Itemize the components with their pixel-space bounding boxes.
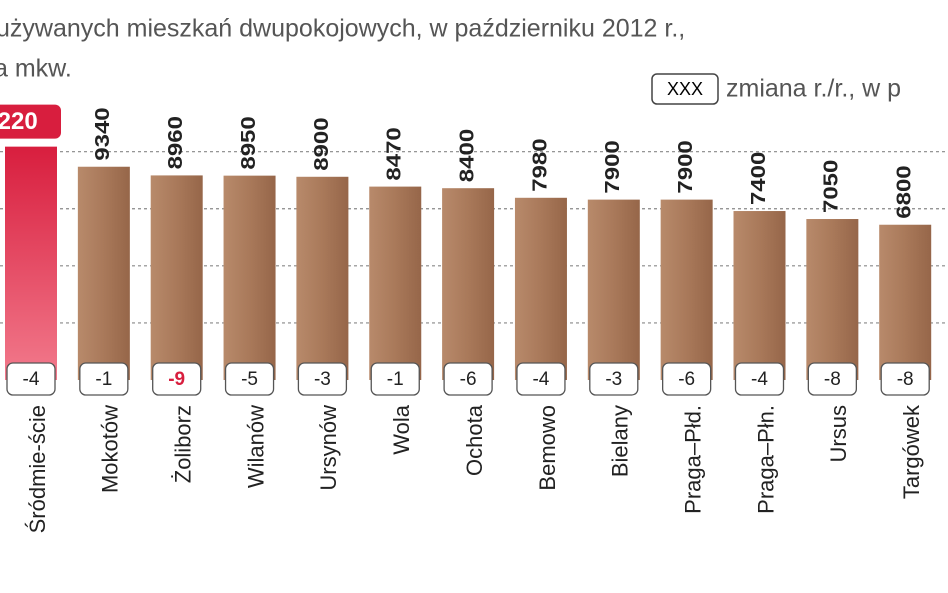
- change-label: -3: [314, 369, 331, 390]
- value-label: 7900: [601, 140, 624, 193]
- value-label: 8400: [455, 129, 478, 182]
- value-label: 8470: [382, 127, 405, 180]
- legend-label: zmiana r./r., w p: [726, 75, 901, 103]
- bar: [223, 175, 276, 380]
- legend-box: [651, 73, 719, 105]
- x-tick-label: Wilanów: [243, 405, 268, 488]
- change-box: [224, 362, 275, 396]
- change-box: [589, 362, 639, 396]
- change-label: -6: [460, 369, 477, 390]
- x-tick-label: Praga–Płn.: [753, 405, 778, 514]
- change-label: -4: [751, 369, 768, 390]
- x-tick-label: Żoliborz: [171, 405, 196, 483]
- change-box: [734, 362, 785, 396]
- change-label: -8: [824, 369, 841, 390]
- value-label: 9340: [91, 107, 114, 160]
- value-label: 7980: [528, 138, 551, 191]
- x-tick-label: Wola: [389, 404, 414, 454]
- change-label: -4: [532, 369, 549, 390]
- chart-title: używanych mieszkań dwupokojowych, w paźd…: [0, 15, 685, 43]
- bar: [77, 166, 130, 380]
- chart-subtitle: a mkw.: [0, 55, 72, 83]
- change-label: -6: [678, 369, 695, 390]
- value-label: 7900: [674, 140, 697, 193]
- change-label: -4: [23, 369, 40, 390]
- value-label: 6800: [892, 165, 915, 218]
- bar: [879, 224, 932, 380]
- value-label: 8960: [164, 116, 187, 169]
- change-label: -9: [168, 369, 185, 390]
- change-label: -1: [95, 369, 112, 390]
- bar: [442, 188, 495, 380]
- change-box: [370, 362, 420, 396]
- bar: [296, 176, 349, 380]
- value-label-bg: [0, 104, 61, 139]
- bar: [806, 219, 859, 380]
- bar: [150, 175, 203, 380]
- change-box: [6, 362, 56, 396]
- x-tick-label: Ochota: [462, 404, 487, 476]
- value-label: 8950: [237, 116, 260, 169]
- legend-box-label: XXX: [667, 79, 703, 99]
- change-label: -8: [897, 369, 914, 390]
- bar: [660, 199, 713, 380]
- value-label: 7050: [819, 160, 842, 213]
- x-tick-label: Praga–Płd.: [680, 405, 705, 514]
- bar: [514, 197, 567, 380]
- x-tick-label: Bemowo: [535, 405, 560, 491]
- change-label: -5: [241, 369, 258, 390]
- change-box: [662, 362, 712, 396]
- bar: [733, 211, 786, 380]
- change-box: [880, 362, 930, 396]
- bar: [369, 186, 422, 380]
- x-tick-label: Mokotów: [98, 405, 123, 493]
- x-tick-label: Targówek: [899, 404, 924, 499]
- x-tick-label: Ursynów: [316, 405, 341, 491]
- change-label: -3: [605, 369, 622, 390]
- value-label: 10 220: [0, 108, 38, 135]
- value-label: 7400: [747, 152, 770, 205]
- change-label: -1: [387, 369, 404, 390]
- change-box: [516, 362, 566, 396]
- bar: [5, 146, 57, 380]
- change-box: [152, 362, 202, 396]
- x-tick-label: Ursus: [826, 405, 851, 462]
- x-tick-label: Bielany: [608, 405, 633, 477]
- x-tick-label: Śródmie-ście: [25, 405, 50, 533]
- value-label: 8900: [309, 117, 332, 170]
- change-box: [807, 362, 857, 396]
- change-box: [297, 362, 348, 396]
- change-box: [443, 362, 493, 396]
- change-box: [79, 362, 129, 396]
- bar: [587, 199, 640, 380]
